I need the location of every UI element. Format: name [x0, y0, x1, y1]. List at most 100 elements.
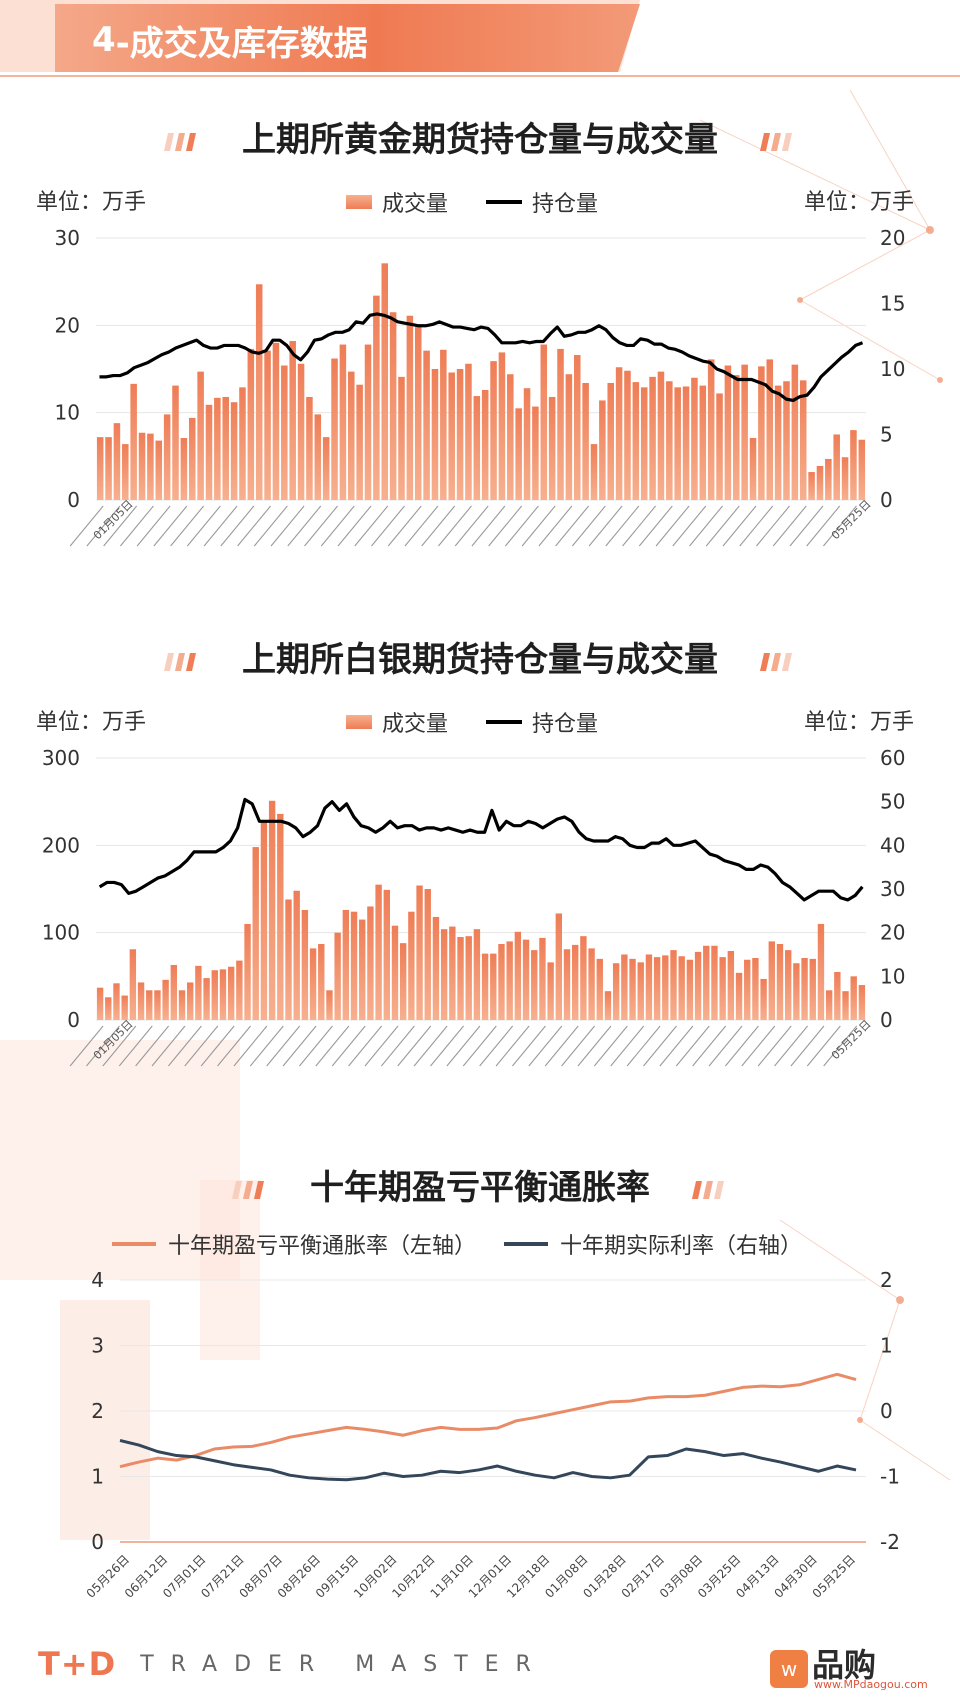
volume-bar — [833, 434, 840, 500]
legend-navy-label: 十年期实际利率（右轴） — [560, 1234, 803, 1259]
volume-bar — [96, 987, 104, 1020]
left-axis-tick: 2 — [91, 1399, 104, 1423]
right-axis-tick: 0 — [880, 1008, 893, 1032]
volume-bar — [563, 949, 571, 1020]
volume-bar — [465, 936, 472, 1020]
volume-bar — [230, 402, 238, 500]
volume-bar — [640, 387, 648, 500]
right-axis-tick: 20 — [880, 921, 905, 945]
legend-bar-label: 成交量 — [382, 192, 449, 217]
x-axis-tick-label-mark — [722, 505, 757, 547]
watermark: w 品购 www.MPdaogou.com — [770, 1638, 950, 1694]
volume-bar — [130, 383, 137, 500]
volume-bar — [674, 387, 681, 500]
volume-bar — [457, 937, 464, 1020]
volume-bar — [398, 376, 405, 500]
volume-bar — [178, 990, 186, 1020]
x-axis-tick-label-mark — [266, 1025, 301, 1067]
x-axis-tick-label-mark — [555, 505, 590, 547]
volume-bar — [607, 382, 614, 500]
volume-bar — [776, 944, 784, 1020]
volume-bar — [219, 969, 227, 1020]
volume-bar — [96, 437, 104, 500]
watermark-url: www.MPdaogou.com — [814, 1678, 928, 1691]
x-axis-tick-label-mark — [790, 1025, 825, 1067]
volume-bar — [604, 991, 612, 1020]
volume-bar — [615, 367, 623, 500]
volume-bar — [653, 957, 661, 1020]
volume-bar — [359, 919, 366, 1020]
volume-bar — [431, 369, 439, 500]
volume-bar — [599, 400, 606, 500]
volume-bar — [816, 465, 824, 500]
volume-bar — [572, 944, 579, 1020]
volume-bar — [187, 982, 194, 1020]
volume-bar — [744, 959, 751, 1020]
volume-bar — [548, 396, 556, 500]
volume-bar — [408, 911, 415, 1020]
x-axis-tick-label-mark — [741, 1025, 776, 1067]
x-axis-tick-label-mark — [69, 505, 104, 547]
inflation-legend: 十年期盈亏平衡通胀率（左轴） 十年期实际利率（右轴） — [112, 1228, 802, 1260]
volume-bar — [214, 397, 221, 500]
x-axis-tick-label-mark — [315, 1025, 350, 1067]
volume-bar — [244, 923, 251, 1020]
x-axis-tick-label-mark — [675, 1025, 710, 1067]
volume-bar — [391, 925, 399, 1020]
volume-bar — [137, 982, 145, 1020]
x-axis-tick-label-mark — [774, 1025, 808, 1067]
volume-bar — [432, 916, 440, 1020]
legend-bar-label: 成交量 — [382, 712, 449, 737]
volume-bar — [236, 960, 243, 1020]
x-axis-tick-label-mark — [217, 1025, 251, 1067]
title-decoration-right — [691, 1180, 724, 1199]
gold-unit-left: 单位：万手 — [36, 190, 147, 215]
volume-bar — [285, 899, 292, 1020]
x-axis-tick-label-mark — [253, 505, 288, 547]
volume-bar — [791, 364, 799, 500]
x-axis-tick-label-mark — [521, 505, 556, 547]
x-axis-tick-label-mark — [119, 505, 154, 547]
x-axis-tick-label-mark — [479, 1025, 514, 1067]
volume-bar — [596, 958, 603, 1020]
volume-bar — [629, 958, 636, 1020]
x-axis-tick-label-mark — [348, 1025, 383, 1067]
volume-bar — [163, 414, 171, 500]
volume-bar — [147, 433, 154, 500]
volume-bar — [842, 991, 849, 1020]
x-axis-tick-label-mark — [724, 1025, 759, 1067]
section-title-text: -成交及库存数据 — [115, 23, 368, 64]
open-interest-line — [98, 797, 864, 902]
volume-bar — [188, 417, 196, 500]
volume-bar — [113, 983, 120, 1020]
volume-bar — [783, 381, 790, 500]
volume-bar — [260, 820, 268, 1020]
legend-navy-swatch — [504, 1242, 549, 1246]
volume-bar — [506, 941, 513, 1020]
x-axis-tick-label-mark — [571, 505, 606, 547]
legend-bar-swatch — [346, 715, 372, 729]
x-axis-tick-label-mark — [200, 1025, 235, 1067]
volume-bar — [113, 423, 121, 500]
volume-bar — [711, 945, 718, 1020]
volume-bar — [170, 964, 178, 1020]
legend-orange-swatch — [112, 1242, 156, 1246]
volume-bar — [309, 948, 317, 1020]
volume-bar — [632, 382, 640, 500]
inflation-chart-title-row: 十年期盈亏平衡通胀率 — [0, 1160, 960, 1209]
volume-bar — [255, 284, 263, 500]
x-axis-tick-label-mark — [102, 1025, 137, 1067]
left-axis-tick: 200 — [42, 833, 80, 857]
silver-legend: 成交量 持仓量 — [346, 706, 598, 738]
volume-bar — [121, 995, 128, 1020]
title-decoration-left — [164, 132, 197, 151]
volume-bar — [339, 344, 347, 500]
x-axis-tick-label-mark — [237, 505, 272, 547]
x-axis-tick-label-mark — [270, 505, 305, 547]
volume-bar — [293, 890, 300, 1020]
volume-bar — [367, 906, 374, 1020]
volume-bar — [573, 355, 581, 500]
x-axis-tick-label-mark — [823, 505, 857, 547]
volume-bar — [399, 943, 407, 1020]
